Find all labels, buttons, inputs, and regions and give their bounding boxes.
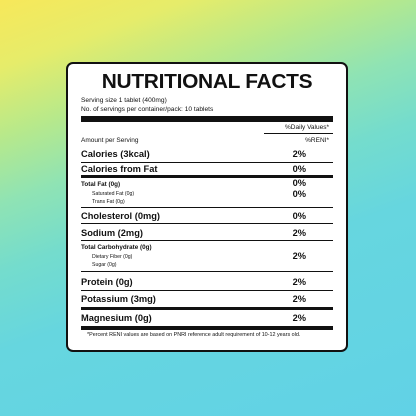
total-fat-label: Total Fat (0g) — [81, 181, 121, 188]
nutrition-facts-label: NUTRITIONAL FACTS Serving size 1 tablet … — [66, 62, 348, 352]
divider — [81, 223, 333, 224]
potassium-label: Potassium (3mg) — [81, 294, 156, 304]
amount-per-serving: Amount per Serving — [81, 137, 139, 144]
magnesium-value: 2% — [292, 313, 306, 323]
dietary-fiber-label: Dietary Fiber (0g) — [92, 254, 133, 260]
cholesterol-label: Cholesterol (0mg) — [81, 211, 161, 221]
thick-divider — [81, 326, 333, 330]
saturated-fat-value: 0% — [292, 189, 306, 199]
sodium-label: Sodium (2mg) — [81, 228, 143, 238]
divider — [264, 133, 333, 134]
calories-from-fat-value: 0% — [292, 164, 306, 174]
daily-values-header: %Daily Values* — [285, 124, 329, 131]
cholesterol-value: 0% — [292, 211, 306, 221]
divider — [81, 240, 333, 241]
divider — [81, 162, 333, 163]
reni-header: %RENI* — [305, 137, 329, 144]
servings-per-container: No. of servings per container/pack: 10 t… — [81, 106, 214, 113]
footnote: *Percent RENI values are based on PNRI r… — [87, 332, 301, 338]
thick-divider — [81, 116, 333, 122]
protein-value: 2% — [292, 277, 306, 287]
total-fat-value: 0% — [292, 178, 306, 188]
serving-size: Serving size 1 tablet (400mg) — [81, 97, 167, 104]
calories-value: 2% — [292, 149, 306, 159]
potassium-value: 2% — [292, 294, 306, 304]
divider — [81, 271, 333, 272]
calories-label: Calories (3kcal) — [81, 149, 150, 159]
calories-from-fat-label: Calories from Fat — [81, 164, 158, 174]
saturated-fat-label: Saturated Fat (0g) — [92, 191, 135, 197]
medium-divider — [81, 307, 333, 310]
magnesium-label: Magnesium (0g) — [81, 313, 152, 323]
total-carbohydrate-label: Total Carbohydrate (0g) — [81, 244, 152, 251]
label-title: NUTRITIONAL FACTS — [101, 70, 313, 93]
trans-fat-label: Trans Fat (0g) — [92, 199, 125, 205]
medium-divider — [81, 175, 333, 178]
divider — [81, 290, 333, 291]
dietary-fiber-value: 2% — [292, 251, 306, 261]
sodium-value: 2% — [292, 228, 306, 238]
sugar-label: Sugar (0g) — [92, 262, 117, 268]
protein-label: Protein (0g) — [81, 277, 133, 287]
divider — [81, 207, 333, 208]
